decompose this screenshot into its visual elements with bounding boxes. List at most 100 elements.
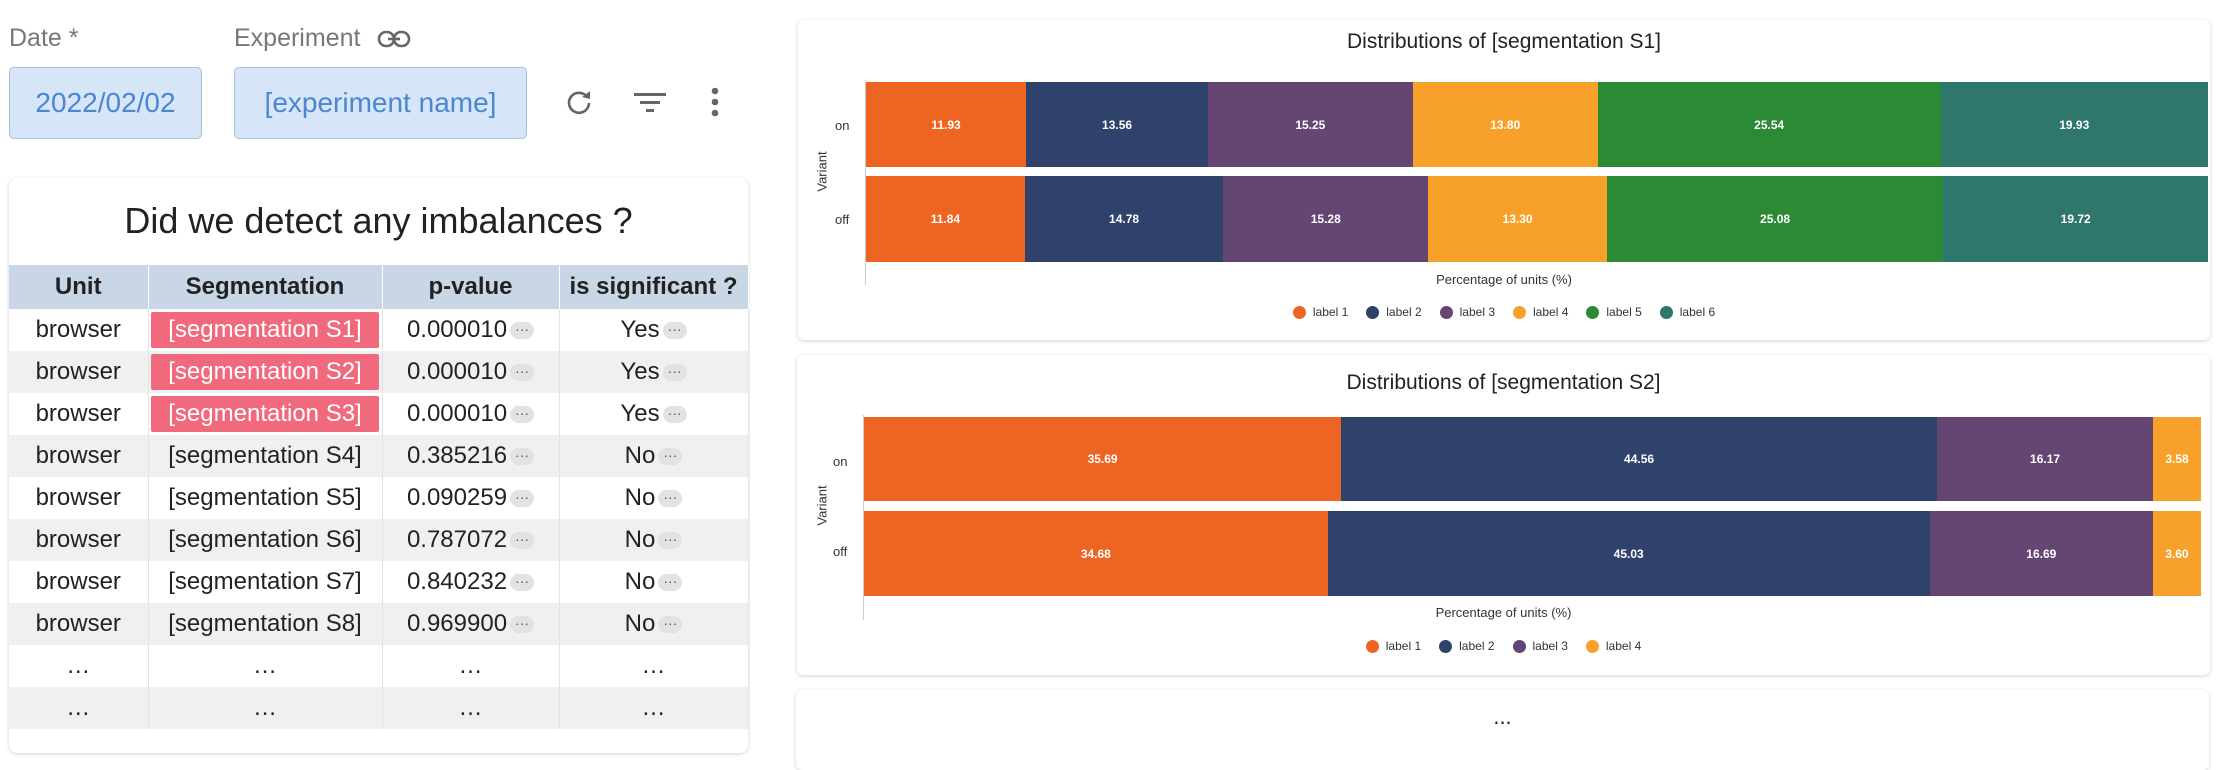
more-vert-icon[interactable] — [700, 84, 730, 120]
column-header-unit[interactable]: Unit — [9, 265, 149, 309]
bar-value-label: 19.93 — [2059, 117, 2090, 132]
bar-value-label: 3.58 — [2165, 452, 2189, 466]
legend-item[interactable]: label 5 — [1586, 305, 1642, 319]
cell-significant: … — [559, 645, 749, 687]
significant-text: No — [624, 526, 656, 553]
more-pill-button[interactable]: ··· — [510, 406, 535, 424]
legend-item[interactable]: label 3 — [1439, 305, 1495, 319]
bar-segment-on-label-3[interactable]: 15.25 — [1208, 82, 1413, 167]
more-pill-button[interactable]: ··· — [658, 448, 683, 466]
more-pill-button[interactable]: ··· — [510, 574, 535, 592]
date-label: Date * — [9, 24, 79, 52]
table-row: browser [segmentation S5] 0.090259 ··· No ··· — [9, 477, 749, 519]
more-pill-button[interactable]: ··· — [658, 574, 683, 592]
more-pill-button[interactable]: ··· — [662, 364, 687, 382]
bar-segment-on-label-4[interactable]: 13.80 — [1412, 82, 1598, 167]
legend-item[interactable]: label 3 — [1512, 639, 1568, 653]
legend-label: label 3 — [1459, 305, 1495, 319]
bar-value-label: 11.84 — [930, 212, 961, 226]
filter-icon[interactable] — [632, 86, 668, 118]
column-header-significant[interactable]: is significant ? — [559, 265, 749, 309]
bar-segment-off-label-1[interactable]: 34.68 — [864, 511, 1328, 596]
significant-text: No — [624, 442, 656, 469]
more-pill-button[interactable]: ··· — [658, 616, 683, 634]
legend-label: label 1 — [1385, 639, 1422, 653]
column-header-p-value[interactable]: p-value — [382, 265, 560, 309]
bar-segment-on-label-1[interactable]: 35.69 — [864, 417, 1342, 501]
bar-segment-on-label-2[interactable]: 44.56 — [1341, 417, 1937, 501]
p-value-text: 0.385216 — [406, 442, 508, 469]
more-pill-button[interactable]: ··· — [510, 490, 535, 508]
refresh-icon[interactable] — [561, 84, 597, 120]
bar-segment-on-label-3[interactable]: 16.17 — [1936, 417, 2154, 501]
legend-dot-icon — [1292, 305, 1306, 319]
more-pill-button[interactable]: ··· — [510, 364, 535, 382]
legend-item[interactable]: label 4 — [1585, 639, 1642, 653]
cell-significant: … — [559, 687, 749, 729]
bar-segment-off-label-6[interactable]: 19.72 — [1943, 176, 2208, 262]
column-header-segmentation[interactable]: Segmentation — [148, 265, 383, 309]
legend-item[interactable]: label 2 — [1366, 305, 1422, 319]
legend-item[interactable]: label 1 — [1292, 305, 1348, 319]
bar-segment-off-label-4[interactable]: 13.30 — [1428, 176, 1607, 262]
cell-unit: browser — [9, 309, 149, 351]
bar-segment-off-label-5[interactable]: 25.08 — [1606, 176, 1944, 262]
bar-segment-on-label-6[interactable]: 19.93 — [1940, 82, 2208, 167]
x-axis-label: Percentage of units (%) — [1435, 605, 1572, 620]
bar-value-label: 11.93 — [931, 117, 961, 132]
more-pill-button[interactable]: ··· — [510, 448, 535, 466]
significant-text: … — [641, 652, 666, 679]
legend-label: label 2 — [1459, 639, 1495, 653]
date-input[interactable]: 2022/02/02 — [9, 67, 202, 139]
legend-label: label 4 — [1605, 639, 1642, 653]
bar-segment-on-label-4[interactable]: 3.58 — [2153, 417, 2201, 501]
legend-item[interactable]: label 1 — [1365, 639, 1422, 653]
cell-segmentation: [segmentation S8] — [148, 603, 383, 645]
bar-value-label: 13.56 — [1102, 117, 1133, 132]
legend-item[interactable]: label 6 — [1659, 305, 1715, 319]
bar-segment-off-label-1[interactable]: 11.84 — [866, 176, 1025, 262]
bar-segment-off-label-2[interactable]: 14.78 — [1024, 176, 1224, 262]
more-pill-button[interactable]: ··· — [510, 532, 535, 550]
row-label-off: off — [835, 212, 850, 227]
bar-segment-on-label-2[interactable]: 13.56 — [1026, 82, 1209, 167]
p-value-text: 0.090259 — [406, 484, 508, 511]
p-value-text: 0.840232 — [406, 568, 508, 595]
table-row: ………… — [9, 687, 749, 729]
link-icon[interactable] — [376, 22, 412, 56]
bar-segment-off-label-4[interactable]: 3.60 — [2152, 511, 2201, 596]
significant-text: No — [624, 610, 656, 637]
cell-segmentation: [segmentation S3] — [148, 393, 383, 435]
cell-significant: Yes ··· — [559, 351, 749, 393]
more-pill-button[interactable]: ··· — [662, 322, 687, 340]
more-pill-button[interactable]: ··· — [658, 532, 683, 550]
y-axis-label: Variant — [814, 151, 830, 192]
more-pill-button[interactable]: ··· — [658, 490, 683, 508]
table-row: ………… — [9, 645, 749, 687]
more-pill-button[interactable]: ··· — [510, 616, 535, 634]
bar-segment-on-label-1[interactable]: 11.93 — [866, 82, 1027, 167]
chart-panel-segmentation-s2: Distributions of [segmentation S2] Varia… — [797, 355, 2210, 675]
row-label-on: on — [835, 118, 850, 133]
bar-segment-off-label-3[interactable]: 15.28 — [1223, 176, 1429, 262]
bar-segment-off-label-2[interactable]: 45.03 — [1327, 511, 1930, 596]
table-row: browser [segmentation S4] 0.385216 ··· No ··· — [9, 435, 749, 477]
y-axis-label: Variant — [814, 485, 830, 526]
legend-item[interactable]: label 2 — [1439, 639, 1495, 653]
bar-segment-on-label-5[interactable]: 25.54 — [1597, 82, 1941, 167]
imbalance-table: Unit Segmentation p-value is significant… — [9, 265, 749, 729]
experiment-input[interactable]: [experiment name] — [234, 67, 527, 139]
significant-text: Yes — [620, 358, 660, 385]
legend-dot-icon — [1366, 305, 1380, 319]
p-value-text: 0.787072 — [406, 526, 508, 553]
more-pill-button[interactable]: ··· — [662, 406, 687, 424]
more-pill-button[interactable]: ··· — [510, 322, 535, 340]
p-value-text: 0.000010 — [406, 316, 508, 343]
legend-item[interactable]: label 4 — [1513, 305, 1568, 319]
cell-unit: browser — [9, 477, 149, 519]
legend-label: label 3 — [1532, 639, 1568, 653]
bar-segment-off-label-3[interactable]: 16.69 — [1929, 511, 2153, 596]
cell-unit: browser — [9, 561, 149, 603]
table-row: browser [segmentation S7] 0.840232 ··· No ··· — [9, 561, 749, 603]
chart-title: Distributions of [segmentation S2] — [1346, 371, 1661, 394]
